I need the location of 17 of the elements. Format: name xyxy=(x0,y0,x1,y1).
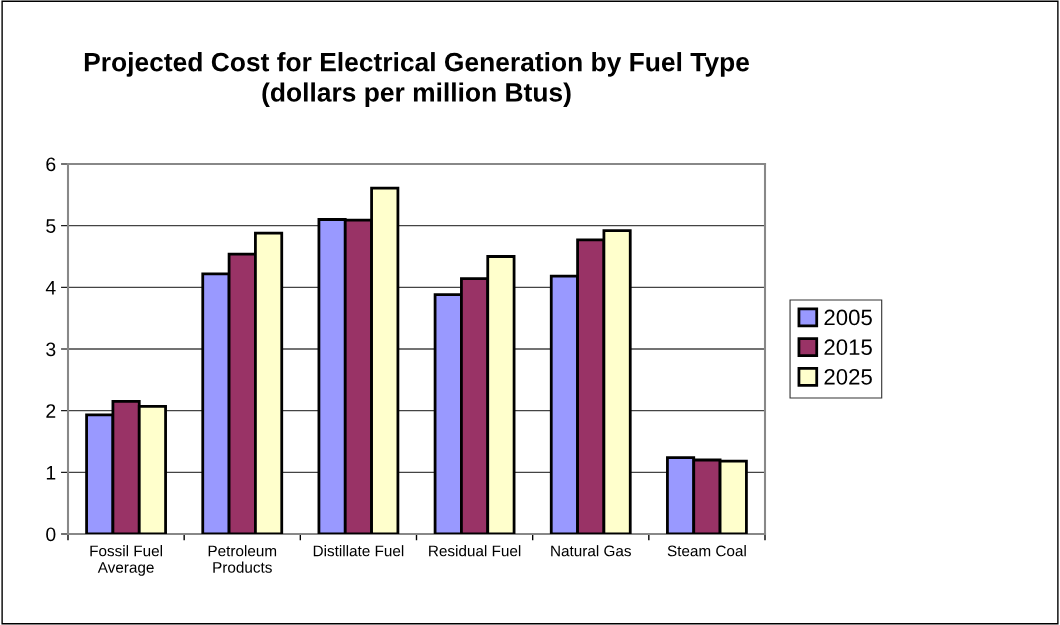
legend-label: 2005 xyxy=(824,309,872,326)
x-tick-label: Natural Gas xyxy=(551,545,631,557)
legend-label: 2025 xyxy=(824,369,872,385)
x-tick-label: Residual Fuel xyxy=(429,545,521,557)
y-tick-label: 2 xyxy=(46,404,56,418)
y-tick-label: 1 xyxy=(46,466,56,480)
x-tick-label: Petroleum Products xyxy=(208,545,277,573)
legend-label: 2015 xyxy=(824,339,872,356)
y-tick-label: 5 xyxy=(46,219,56,233)
x-tick-label: Fossil Fuel Average xyxy=(90,545,162,576)
y-tick-label: 0 xyxy=(46,527,56,542)
x-tick-label: Steam Coal xyxy=(667,545,746,557)
y-tick-label: 6 xyxy=(46,157,56,172)
y-tick-label: 4 xyxy=(45,281,56,295)
y-tick-label: 3 xyxy=(46,342,56,357)
x-tick-label: Distillate Fuel xyxy=(313,545,404,557)
chart-title: Projected Cost for Electrical Generation by Fuel Type (dollars per million Btus) xyxy=(84,52,749,107)
